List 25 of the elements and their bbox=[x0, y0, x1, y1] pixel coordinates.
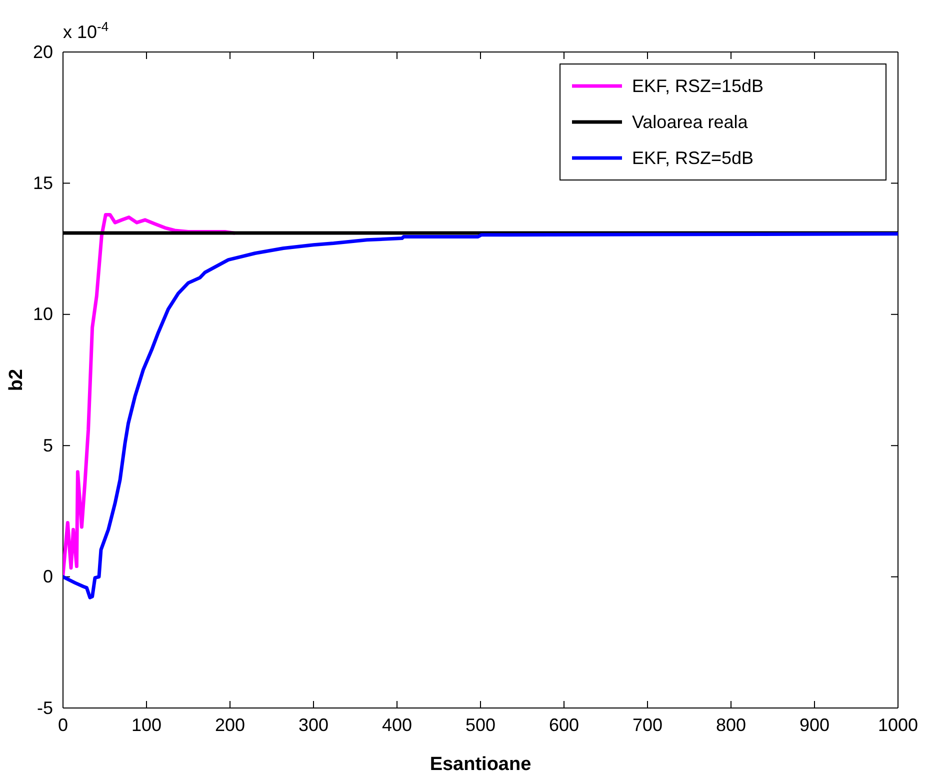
x-tick-label: 100 bbox=[131, 714, 162, 735]
line-series bbox=[63, 212, 236, 576]
line-series bbox=[63, 232, 898, 600]
text: x 10$^{-4}$ bbox=[63, 18, 109, 42]
x-tick-label: 600 bbox=[548, 714, 580, 735]
legend-label: EKF, RSZ=15dB bbox=[632, 76, 764, 96]
legend-label: EKF, RSZ=5dB bbox=[632, 148, 754, 168]
x-tick-label: 200 bbox=[214, 714, 246, 735]
x-tick-label: 0 bbox=[58, 714, 68, 735]
y-tick-label: 15 bbox=[32, 172, 53, 193]
x-tick-label: 1000 bbox=[878, 714, 918, 735]
y-tick-label: 0 bbox=[42, 566, 53, 587]
x-tick-label: 400 bbox=[382, 714, 412, 735]
y-tick-label: -5 bbox=[36, 698, 53, 718]
x-tick-label: 700 bbox=[632, 714, 663, 735]
x-tick-label: 300 bbox=[298, 714, 329, 735]
y-tick-label: 5 bbox=[42, 435, 53, 456]
x-tick-label: 500 bbox=[465, 714, 496, 735]
x-tick-label: 800 bbox=[716, 714, 746, 735]
legend-label: Valoarea reala bbox=[632, 112, 749, 132]
y-axis-title: b2 bbox=[6, 368, 27, 392]
y-tick-label: 20 bbox=[32, 42, 53, 62]
y-tick-label: 10 bbox=[32, 304, 53, 324]
x-axis-title: Esantioane bbox=[430, 754, 532, 775]
x-tick-label: 900 bbox=[799, 714, 830, 735]
